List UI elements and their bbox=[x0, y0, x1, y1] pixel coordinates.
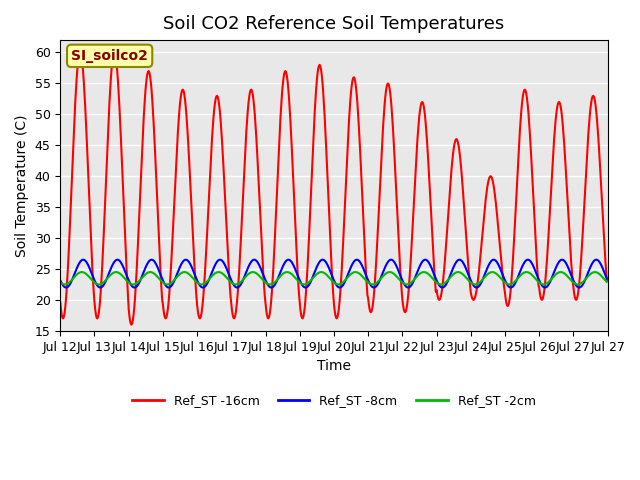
Ref_ST -2cm bbox=[270, 280, 278, 286]
Text: SI_soilco2: SI_soilco2 bbox=[71, 49, 148, 63]
Ref_ST -16cm bbox=[76, 49, 84, 55]
Ref_ST -16cm bbox=[422, 122, 429, 128]
Ref_ST -2cm bbox=[56, 280, 64, 286]
Ref_ST -16cm bbox=[392, 168, 399, 173]
Ref_ST -8cm bbox=[62, 285, 70, 290]
X-axis label: Time: Time bbox=[317, 359, 351, 373]
Ref_ST -2cm bbox=[61, 282, 68, 288]
Ref_ST -16cm bbox=[270, 252, 278, 257]
Ref_ST -16cm bbox=[603, 277, 611, 283]
Y-axis label: Soil Temperature (C): Soil Temperature (C) bbox=[15, 114, 29, 257]
Line: Ref_ST -8cm: Ref_ST -8cm bbox=[60, 260, 607, 288]
Ref_ST -2cm bbox=[603, 279, 611, 285]
Ref_ST -8cm bbox=[270, 283, 278, 288]
Ref_ST -8cm bbox=[79, 257, 87, 263]
Ref_ST -8cm bbox=[122, 270, 130, 276]
Ref_ST -2cm bbox=[122, 277, 130, 283]
Ref_ST -8cm bbox=[392, 261, 399, 266]
Ref_ST -8cm bbox=[56, 277, 64, 283]
Ref_ST -2cm bbox=[78, 269, 86, 275]
Ref_ST -8cm bbox=[250, 257, 257, 263]
Ref_ST -16cm bbox=[56, 299, 64, 305]
Ref_ST -8cm bbox=[422, 257, 429, 263]
Legend: Ref_ST -16cm, Ref_ST -8cm, Ref_ST -2cm: Ref_ST -16cm, Ref_ST -8cm, Ref_ST -2cm bbox=[127, 389, 541, 412]
Ref_ST -2cm bbox=[223, 275, 230, 280]
Title: Soil CO2 Reference Soil Temperatures: Soil CO2 Reference Soil Temperatures bbox=[163, 15, 504, 33]
Ref_ST -2cm bbox=[392, 272, 399, 278]
Ref_ST -8cm bbox=[603, 276, 611, 282]
Ref_ST -8cm bbox=[223, 265, 230, 271]
Line: Ref_ST -16cm: Ref_ST -16cm bbox=[60, 52, 607, 324]
Ref_ST -16cm bbox=[122, 236, 129, 242]
Ref_ST -16cm bbox=[250, 96, 257, 102]
Ref_ST -16cm bbox=[223, 221, 230, 227]
Ref_ST -2cm bbox=[422, 270, 429, 276]
Ref_ST -2cm bbox=[250, 269, 257, 275]
Line: Ref_ST -2cm: Ref_ST -2cm bbox=[60, 272, 607, 285]
Ref_ST -16cm bbox=[128, 322, 136, 327]
